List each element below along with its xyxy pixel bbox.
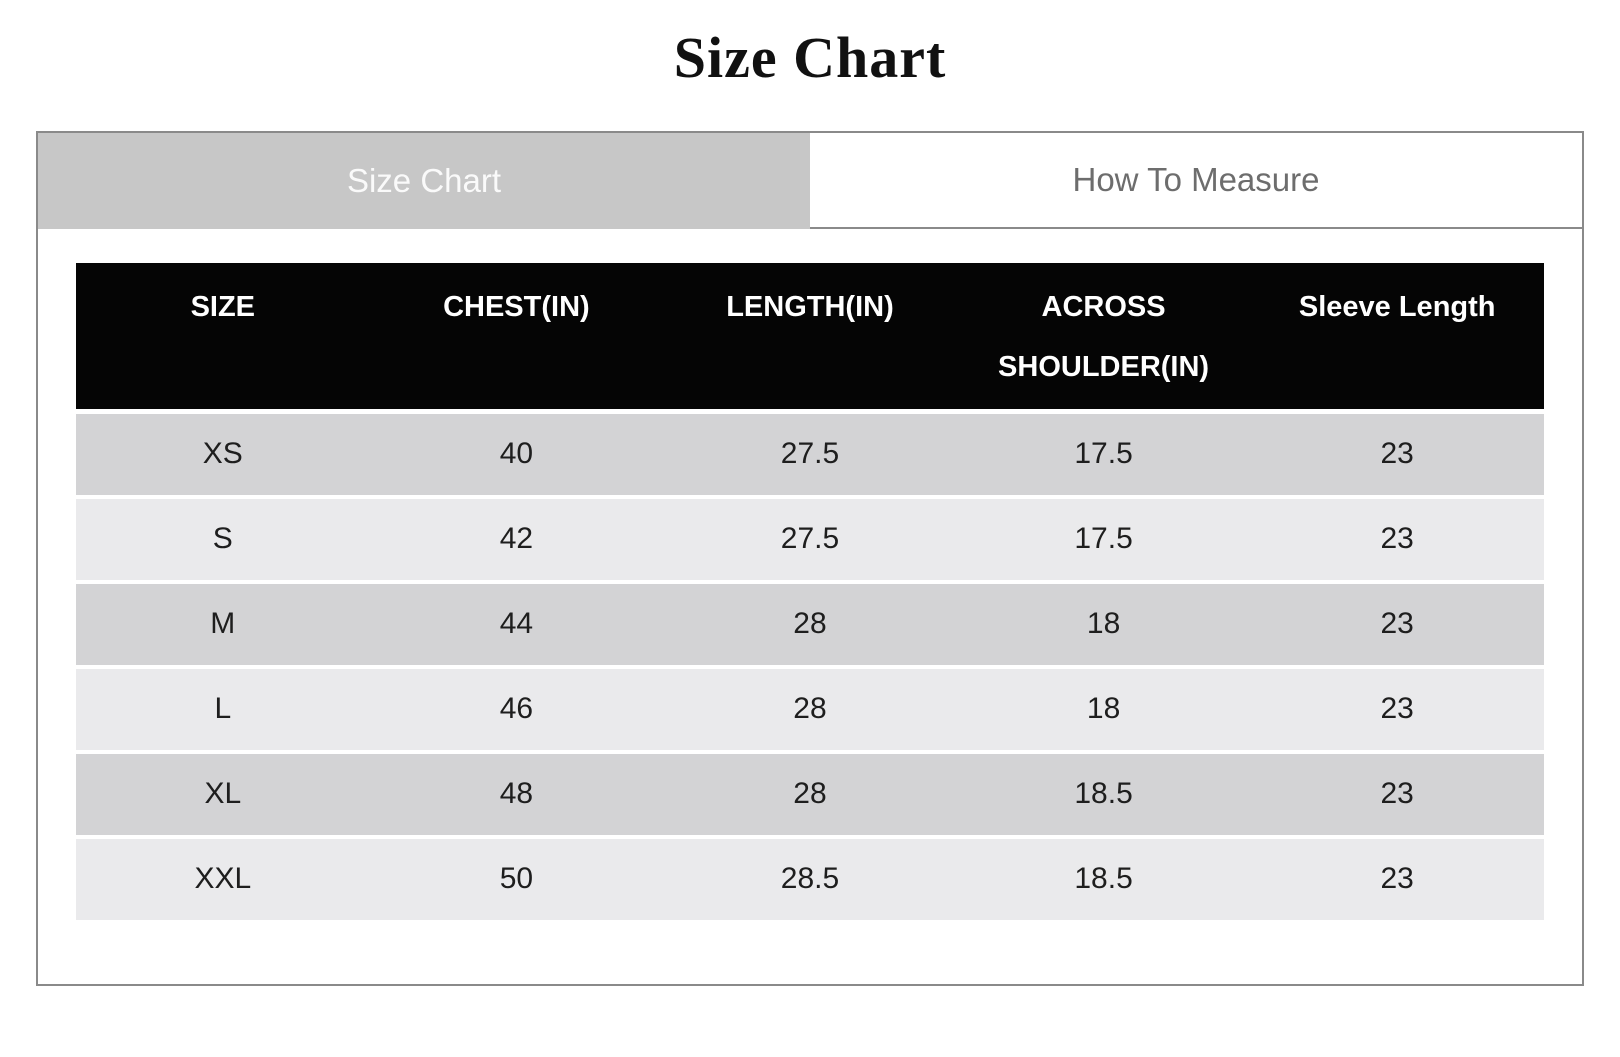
table-row-xxl: XXL 50 28.5 18.5 23 (76, 836, 1544, 924)
table-cell: 23 (1250, 836, 1544, 924)
table-cell: 23 (1250, 581, 1544, 669)
tab-content: SIZE CHEST(IN) LENGTH(IN) ACROSS SHOULDE… (38, 229, 1582, 924)
table-cell: 23 (1250, 751, 1544, 839)
table-cell: 50 (369, 836, 664, 924)
tab-how-to-measure[interactable]: How To Measure (810, 133, 1582, 229)
table-cell: 27.5 (663, 411, 957, 499)
size-chart-widget: Size Chart How To Measure SIZE CHEST(IN)… (36, 131, 1584, 986)
column-header-sleeve-length: Sleeve Length (1250, 263, 1544, 414)
table-cell: 18 (956, 666, 1251, 754)
table-cell: 17.5 (956, 496, 1251, 584)
table-cell: 46 (369, 666, 664, 754)
tab-size-chart[interactable]: Size Chart (38, 133, 810, 229)
tab-bar: Size Chart How To Measure (38, 133, 1582, 229)
table-cell: 17.5 (956, 411, 1251, 499)
table-cell: M (76, 581, 370, 669)
table-cell: 27.5 (663, 496, 957, 584)
table-cell: L (76, 666, 370, 754)
page-title: Size Chart (673, 25, 947, 90)
size-table: SIZE CHEST(IN) LENGTH(IN) ACROSS SHOULDE… (76, 263, 1544, 924)
table-row-xs: XS 40 27.5 17.5 23 (76, 411, 1544, 499)
table-row-l: L 46 28 18 23 (76, 666, 1544, 754)
table-cell: XS (76, 411, 370, 499)
table-cell: 18.5 (956, 751, 1251, 839)
table-cell: 28 (663, 751, 957, 839)
table-row-m: M 44 28 18 23 (76, 581, 1544, 669)
table-cell: 42 (369, 496, 664, 584)
table-row-xl: XL 48 28 18.5 23 (76, 751, 1544, 839)
table-cell: 40 (369, 411, 664, 499)
table-cell: 48 (369, 751, 664, 839)
table-cell: 18 (956, 581, 1251, 669)
table-cell: 44 (369, 581, 664, 669)
table-header-row: SIZE CHEST(IN) LENGTH(IN) ACROSS SHOULDE… (76, 263, 1544, 414)
table-row-s: S 42 27.5 17.5 23 (76, 496, 1544, 584)
table-cell: XXL (76, 836, 370, 924)
table-cell: 23 (1250, 496, 1544, 584)
table-cell: 28.5 (663, 836, 957, 924)
table-cell: 18.5 (956, 836, 1251, 924)
table-cell: 23 (1250, 411, 1544, 499)
table-cell: 23 (1250, 666, 1544, 754)
table-cell: 28 (663, 666, 957, 754)
column-header-size: SIZE (76, 263, 370, 414)
table-cell: S (76, 496, 370, 584)
column-header-chest: CHEST(IN) (369, 263, 664, 414)
table-cell: 28 (663, 581, 957, 669)
column-header-across-shoulder: ACROSS SHOULDER(IN) (956, 263, 1251, 414)
column-header-length: LENGTH(IN) (663, 263, 957, 414)
table-cell: XL (76, 751, 370, 839)
